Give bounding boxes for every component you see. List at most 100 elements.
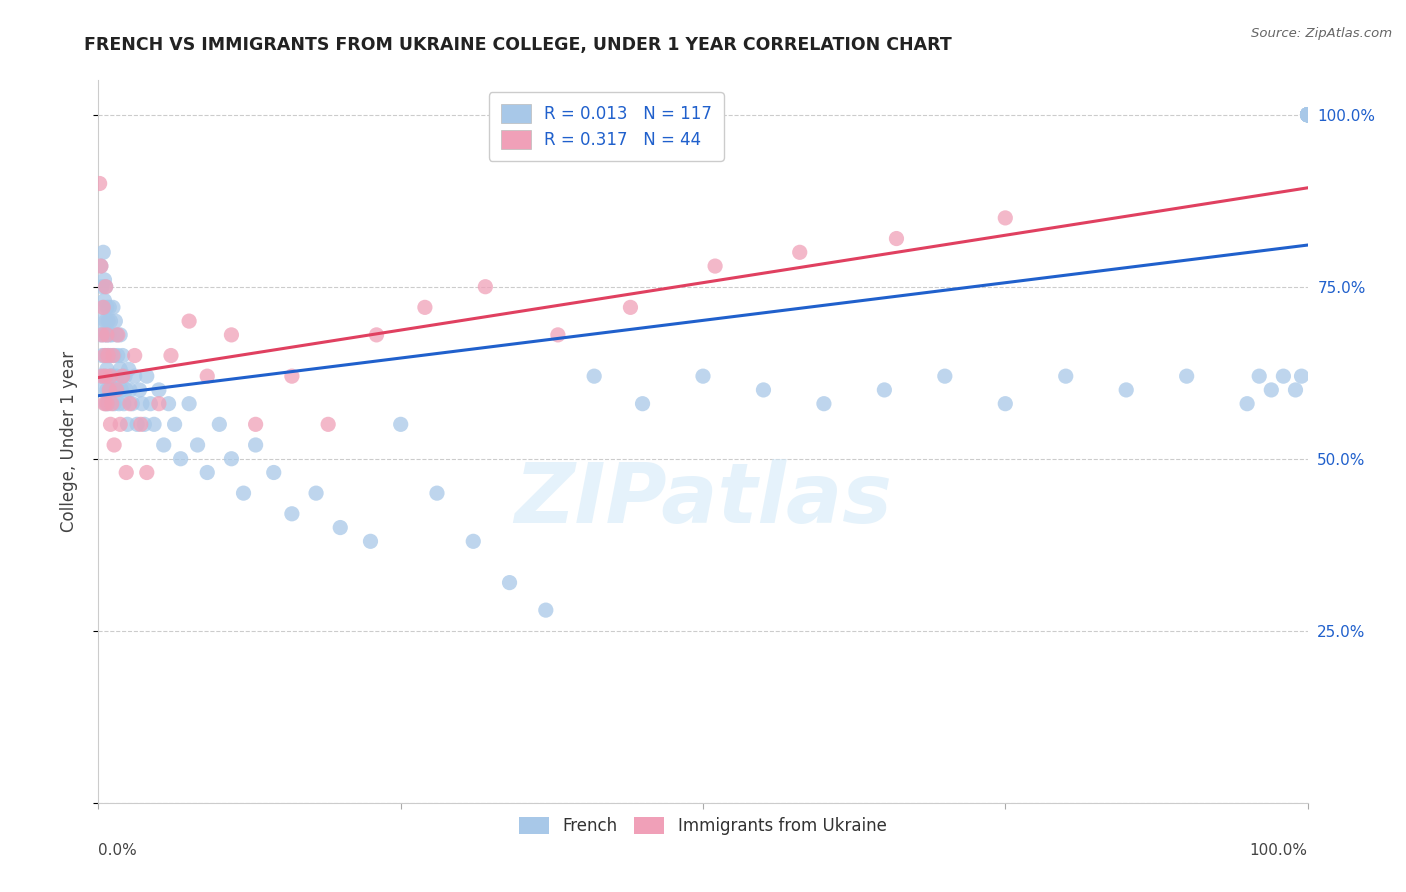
Point: [96, 397, 118, 411]
Point: [118, 362, 141, 376]
Point: [93, 273, 115, 287]
Point: [152, 438, 174, 452]
Point: [91, 369, 114, 384]
Point: [1296, 108, 1319, 122]
Point: [1296, 108, 1319, 122]
Point: [90, 259, 112, 273]
Point: [135, 369, 157, 384]
Point: [1296, 108, 1319, 122]
Point: [94, 279, 117, 293]
Point: [91, 301, 114, 315]
Point: [994, 397, 1017, 411]
Point: [124, 369, 146, 384]
Point: [94, 314, 117, 328]
Point: [94, 369, 117, 384]
Point: [114, 369, 136, 384]
Point: [583, 369, 606, 384]
Point: [704, 259, 727, 273]
Point: [179, 314, 201, 328]
Point: [128, 383, 150, 397]
Point: [100, 369, 122, 384]
Point: [692, 369, 714, 384]
Point: [139, 397, 162, 411]
Point: [100, 327, 122, 342]
Point: [789, 245, 811, 260]
Point: [934, 369, 956, 384]
Point: [1296, 108, 1319, 122]
Point: [389, 417, 412, 432]
Point: [179, 397, 201, 411]
Point: [134, 417, 156, 432]
Point: [100, 369, 122, 384]
Point: [89, 369, 111, 384]
Point: [463, 534, 485, 549]
Point: [93, 327, 115, 342]
Point: [1296, 108, 1319, 122]
Point: [281, 369, 304, 384]
Point: [316, 417, 339, 432]
Legend: French, Immigrants from Ukraine: French, Immigrants from Ukraine: [513, 810, 893, 841]
Point: [108, 362, 131, 376]
Point: [426, 486, 449, 500]
Point: [112, 397, 135, 411]
Text: Source: ZipAtlas.com: Source: ZipAtlas.com: [1251, 27, 1392, 40]
Point: [105, 327, 128, 342]
Point: [160, 349, 183, 363]
Point: [1291, 369, 1313, 384]
Point: [115, 466, 138, 480]
Point: [110, 383, 132, 397]
Text: FRENCH VS IMMIGRANTS FROM UKRAINE COLLEGE, UNDER 1 YEAR CORRELATION CHART: FRENCH VS IMMIGRANTS FROM UKRAINE COLLEG…: [84, 36, 952, 54]
Point: [1296, 108, 1319, 122]
Point: [104, 383, 127, 397]
Point: [98, 301, 121, 315]
Point: [115, 383, 138, 397]
Point: [91, 301, 114, 315]
Point: [232, 486, 254, 500]
Point: [93, 293, 115, 308]
Point: [101, 301, 124, 315]
Point: [1272, 369, 1295, 384]
Point: [96, 383, 118, 397]
Point: [104, 314, 127, 328]
Point: [108, 397, 131, 411]
Point: [619, 301, 641, 315]
Point: [1249, 369, 1271, 384]
Point: [1296, 108, 1319, 122]
Point: [91, 314, 114, 328]
Point: [131, 397, 153, 411]
Point: [91, 327, 114, 342]
Point: [221, 327, 243, 342]
Point: [1296, 108, 1319, 122]
Point: [1054, 369, 1077, 384]
Point: [124, 349, 146, 363]
Point: [108, 327, 131, 342]
Point: [111, 349, 134, 363]
Point: [98, 383, 121, 397]
Point: [98, 383, 121, 397]
Point: [94, 397, 117, 411]
Point: [100, 383, 122, 397]
Point: [111, 369, 134, 384]
Point: [105, 369, 128, 384]
Text: 100.0%: 100.0%: [1250, 843, 1308, 857]
Point: [360, 534, 382, 549]
Point: [498, 575, 520, 590]
Point: [90, 259, 112, 273]
Point: [91, 383, 114, 397]
Point: [1296, 108, 1319, 122]
Point: [96, 327, 118, 342]
Point: [91, 349, 114, 363]
Point: [93, 369, 115, 384]
Point: [221, 451, 243, 466]
Point: [100, 349, 122, 363]
Point: [107, 349, 129, 363]
Point: [103, 349, 125, 363]
Point: [1260, 383, 1282, 397]
Point: [1236, 397, 1258, 411]
Point: [187, 438, 209, 452]
Y-axis label: College, Under 1 year: College, Under 1 year: [59, 351, 77, 533]
Text: 0.0%: 0.0%: [98, 843, 138, 857]
Point: [1296, 108, 1319, 122]
Point: [366, 327, 388, 342]
Point: [117, 417, 139, 432]
